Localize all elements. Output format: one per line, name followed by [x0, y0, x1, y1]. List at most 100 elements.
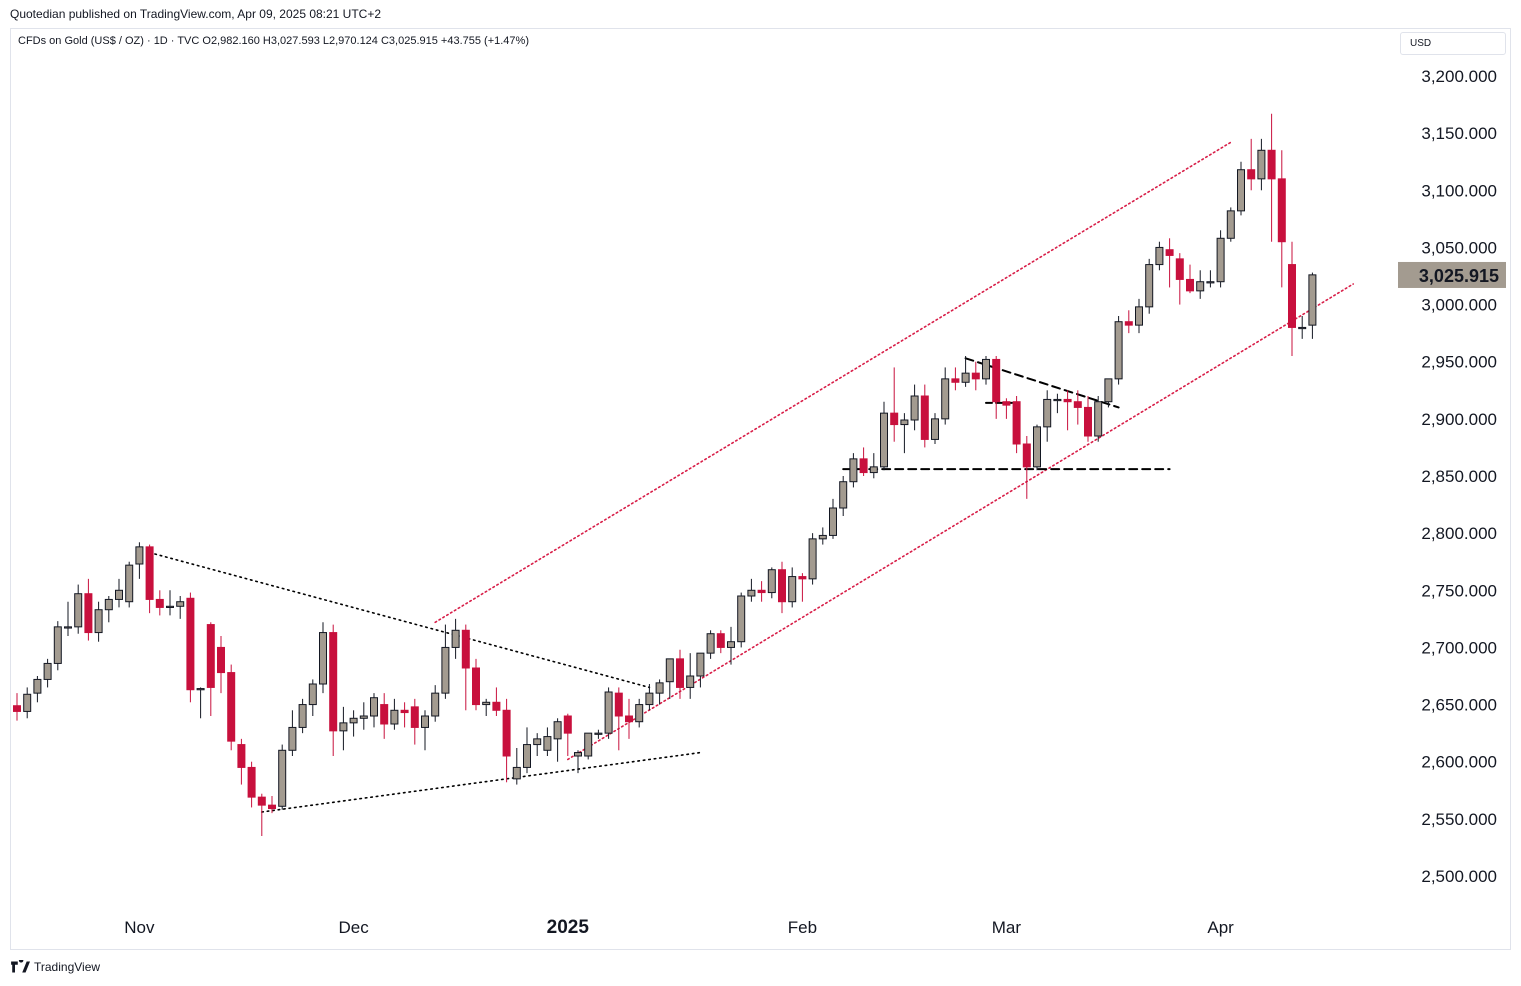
candle	[268, 796, 276, 814]
candle	[839, 476, 848, 516]
candle	[257, 793, 266, 836]
candle	[625, 698, 633, 739]
candle	[461, 624, 470, 711]
candle	[1175, 253, 1184, 305]
candle	[971, 361, 980, 391]
candle-body	[308, 683, 317, 706]
candle-body	[1022, 443, 1031, 468]
candle	[900, 413, 909, 454]
candle	[910, 384, 919, 431]
candle	[115, 578, 123, 608]
candle	[1277, 150, 1286, 288]
chart-frame	[10, 28, 1511, 950]
candle-body	[982, 358, 990, 380]
x-tick-label: Apr	[1207, 918, 1234, 937]
candle	[1033, 424, 1041, 471]
candle	[859, 447, 868, 476]
candle	[1084, 396, 1092, 442]
candle-body	[421, 715, 429, 728]
candle	[1267, 113, 1276, 242]
candle-body	[1053, 398, 1062, 402]
candle-body	[74, 593, 83, 628]
currency-selector[interactable]: USD	[1400, 32, 1506, 55]
candle-body	[1247, 169, 1256, 180]
candle-body	[410, 706, 419, 728]
candle	[135, 542, 144, 579]
candle	[400, 702, 409, 728]
candle-body	[380, 704, 389, 725]
candle-body	[1135, 306, 1143, 326]
candle-body	[451, 629, 460, 648]
candle	[1226, 207, 1235, 242]
candle	[288, 710, 297, 756]
footer[interactable]: TradingView	[10, 960, 100, 974]
candle	[961, 356, 970, 387]
candle	[553, 718, 562, 762]
candle-body	[1155, 246, 1164, 266]
candle-body	[533, 738, 542, 746]
candle	[1043, 390, 1052, 442]
candle-body	[329, 632, 338, 732]
candle-body	[166, 605, 174, 608]
candle	[676, 649, 684, 699]
candle-body	[778, 569, 786, 603]
candle-body	[84, 593, 93, 634]
resistance-trendline	[148, 551, 651, 689]
candle-series	[13, 113, 1317, 836]
x-tick-label: 2025	[547, 917, 590, 938]
candle-body	[727, 641, 735, 648]
candle-body	[431, 692, 440, 717]
triangle-upper-line	[964, 357, 1120, 409]
candle	[217, 636, 225, 694]
candle	[1288, 241, 1296, 356]
candle-body	[125, 564, 134, 603]
candle	[319, 622, 327, 694]
candle-body	[186, 597, 195, 691]
candle-body	[716, 633, 725, 648]
candle-body	[115, 589, 123, 600]
candle	[584, 732, 593, 760]
candle-body	[1145, 264, 1154, 308]
candle	[441, 624, 450, 699]
candle-body	[23, 693, 32, 712]
candle	[982, 356, 990, 385]
candle-body	[135, 546, 144, 565]
candle-body	[390, 709, 399, 725]
candle-body	[849, 458, 858, 483]
candle-body	[931, 418, 939, 440]
y-tick-label: 2,900.000	[1421, 410, 1497, 429]
candle	[767, 567, 776, 599]
y-tick-label: 2,950.000	[1421, 353, 1497, 372]
candle	[951, 367, 960, 391]
candle	[706, 630, 715, 659]
candle	[818, 527, 827, 545]
y-tick-label: 2,850.000	[1421, 467, 1497, 486]
candle-body	[614, 692, 623, 717]
x-tick-label: Mar	[992, 918, 1022, 937]
candle-body	[288, 726, 297, 751]
candle-body	[971, 372, 980, 380]
candle	[665, 658, 674, 699]
time-axis[interactable]: Nov Dec 2025 Feb Mar Apr	[124, 917, 1234, 938]
candle	[1216, 230, 1225, 288]
symbol-ohlc-line[interactable]: CFDs on Gold (US$ / OZ) · 1D · TVC O2,98…	[18, 35, 529, 47]
price-axis[interactable]: 2,500.000 2,550.000 2,600.000 2,650.000 2,70…	[1421, 67, 1497, 886]
candle	[206, 622, 215, 716]
candle	[196, 687, 205, 719]
candle	[33, 676, 42, 703]
candle-body	[247, 766, 256, 798]
candle-body	[1257, 149, 1266, 180]
candle	[849, 453, 858, 488]
y-tick-label: 2,700.000	[1421, 638, 1497, 657]
candle-body	[686, 675, 695, 688]
candle-body	[512, 766, 521, 780]
publisher-line: Quotedian published on TradingView.com, …	[10, 7, 382, 21]
candle-body	[319, 632, 327, 685]
candle-body	[64, 626, 72, 629]
candle	[472, 658, 480, 711]
candle	[880, 401, 888, 471]
candle	[64, 601, 72, 636]
candle	[482, 698, 491, 716]
candle	[84, 578, 93, 641]
